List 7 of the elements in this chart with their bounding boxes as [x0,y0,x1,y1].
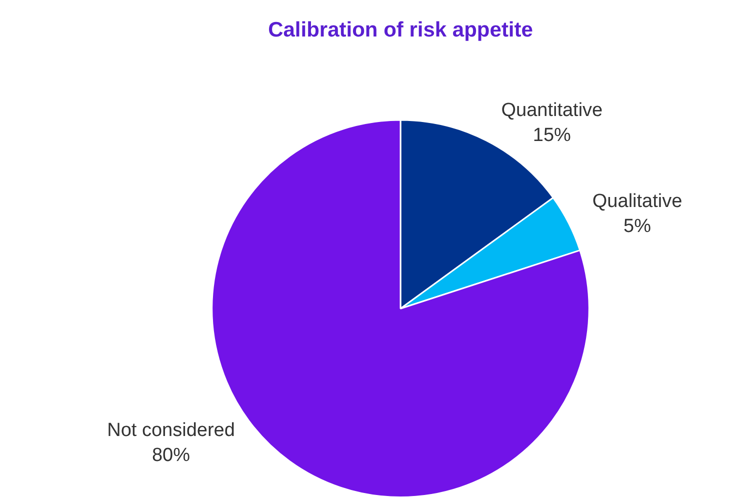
slice-label: Quantitative [501,100,603,121]
data-label: 15% [532,124,572,146]
slice-label: Qualitative [592,191,682,212]
chart-title: Calibration of risk appetite [268,18,533,42]
data-label: 5% [624,216,652,238]
data-label: 80% [152,445,190,466]
slice-label: Not considered [107,420,235,442]
